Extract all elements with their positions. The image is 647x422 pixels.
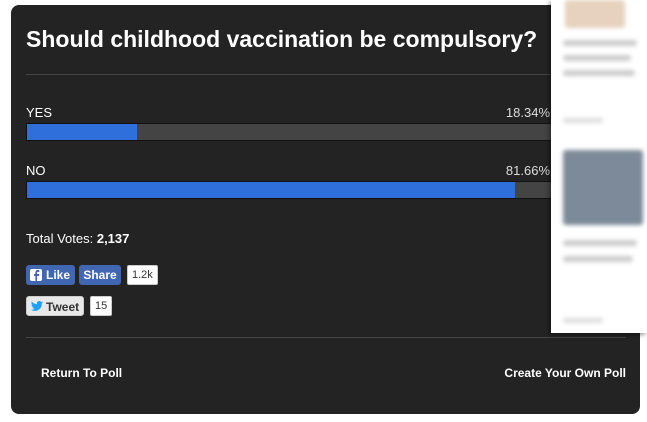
poll-panel [11,5,640,414]
option-percent: 81.66% [505,163,550,178]
create-link[interactable]: Create Your Own Poll [504,366,626,380]
twitter-icon [31,301,43,311]
bar-track [26,181,626,199]
ad-text [563,240,637,246]
ad-text [563,70,635,76]
ad-text [563,318,603,323]
ad-text [563,118,603,123]
ad-overlay [551,0,647,333]
ad-image [563,150,643,225]
bar-fill [27,124,137,140]
option-label: NO [26,163,46,178]
share-count: 1.2k [127,265,158,285]
tweet-label: Tweet [46,300,80,314]
bar-track [26,123,626,141]
share-button[interactable]: Share [79,265,121,285]
total-count: 2,137 [96,231,130,246]
option-label: YES [26,105,53,120]
tweet-count: 15 [90,296,113,316]
separator [26,74,626,75]
bar-fill [27,182,516,198]
separator [26,337,626,338]
ad-text [563,55,631,61]
ad-image [565,0,625,28]
ad-text [563,40,637,46]
facebook-icon [30,269,42,281]
poll-title: Should childhood vaccination be compulso… [26,26,538,52]
like-label: Like [46,268,71,282]
total-votes: Total Votes: 2,137 [26,231,129,246]
option-percent: 18.34% [505,105,550,120]
return-link[interactable]: Return To Poll [41,366,123,380]
ad-text [563,256,633,262]
tweet-button[interactable]: Tweet [26,296,84,316]
like-button[interactable]: Like [26,265,75,285]
total-label: Total Votes: [26,231,94,246]
